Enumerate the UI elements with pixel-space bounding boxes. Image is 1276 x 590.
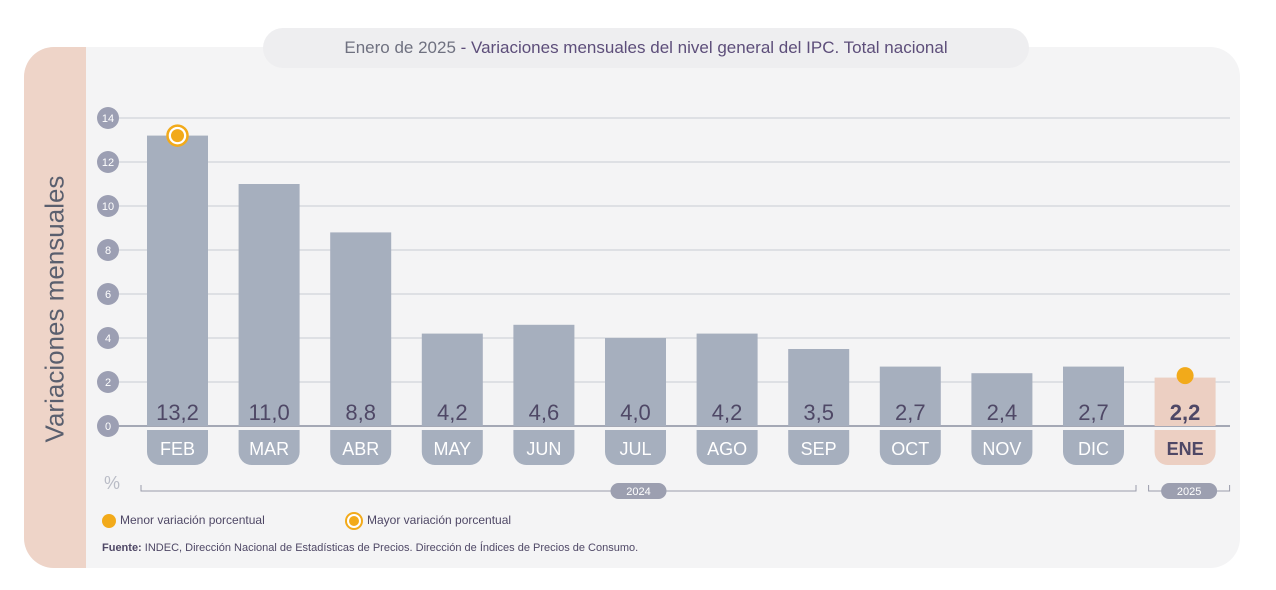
category-pill [1154,430,1216,465]
y-tick-label: 12 [102,157,114,169]
y-tick-bubble [97,283,119,305]
year-label: 2025 [1177,486,1201,498]
y-axis-side-panel: Variaciones mensuales [24,47,86,568]
x-tick-label: SEP [801,439,837,459]
data-label: 8,8 [345,400,376,425]
x-tick-label: JUL [619,439,651,459]
legend-min: Menor variación porcentual [102,513,265,528]
min-marker-dot [1176,367,1194,385]
year-label: 2024 [626,486,650,498]
category-pill [421,430,483,465]
bar [788,349,850,426]
x-tick-label: MAR [249,439,289,459]
title-separator: - [455,38,472,57]
data-label: 11,0 [249,400,290,425]
y-tick-bubble [97,239,119,261]
y-tick-bubble [97,415,119,437]
x-tick-label: JUN [526,439,561,459]
data-label: 4,2 [437,400,468,425]
x-tick-label: ABR [342,439,379,459]
x-tick-label: AGO [707,439,747,459]
y-tick-label: 10 [102,201,114,213]
data-label: 2,7 [1078,400,1109,425]
data-label: 4,2 [712,400,743,425]
chart-card: Variaciones mensuales [24,47,1240,568]
x-tick-label: MAY [433,439,471,459]
title-date: Enero de 2025 [344,38,456,57]
max-marker-dot [171,129,184,143]
bar [513,324,575,426]
data-label: 4,0 [620,400,651,425]
x-tick-label: ENE [1167,439,1204,459]
y-tick-label: 14 [102,113,114,125]
title-text: Variaciones mensuales del nivel general … [471,38,948,57]
category-pill [330,430,392,465]
bar [238,184,300,426]
y-tick-label: 4 [105,333,111,345]
category-pill [1063,430,1124,465]
x-tick-label: OCT [891,439,929,459]
data-label: 2,7 [895,400,926,425]
x-tick-label: NOV [982,439,1021,459]
bar [605,338,666,426]
data-label: 2,2 [1170,400,1201,425]
y-tick-bubble [97,371,119,393]
y-tick-bubble [97,151,119,173]
bar [971,373,1033,426]
category-pill [696,430,758,465]
x-tick-label: FEB [160,439,195,459]
y-tick-bubble [97,107,119,129]
bar [879,366,941,426]
bar [421,333,483,426]
bar [330,232,392,426]
y-unit-label: % [104,473,120,493]
data-label: 4,6 [529,400,560,425]
chart-title: Enero de 2025 - Variaciones mensuales de… [263,28,1029,68]
category-pill [605,430,666,465]
bar [696,333,758,426]
y-tick-label: 8 [105,245,111,257]
legend-min-label: Menor variación porcentual [120,513,265,527]
bar [1154,377,1216,426]
legend-max: Mayor variación porcentual [345,513,511,528]
y-tick-bubble [97,195,119,217]
year-pill [610,483,667,499]
max-marker-icon [347,513,361,528]
bar [147,135,208,426]
data-label: 2,4 [987,400,1018,425]
source-label: Fuente: [102,542,142,554]
category-pill [238,430,300,465]
source-text: INDEC, Dirección Nacional de Estadística… [144,542,639,554]
y-tick-label: 0 [105,421,111,433]
year-pill [1161,483,1218,499]
data-label: 3,5 [803,400,834,425]
category-pill [971,430,1033,465]
y-tick-label: 2 [105,377,111,389]
category-pill [879,430,941,465]
category-pill [147,430,208,465]
source-note: Fuente: INDEC, Dirección Nacional de Est… [102,542,638,554]
data-label: 13,2 [156,400,199,425]
category-pill [513,430,575,465]
y-tick-bubble [97,327,119,349]
y-tick-label: 6 [105,289,111,301]
x-tick-label: DIC [1078,439,1109,459]
bar [1063,366,1124,426]
legend-max-label: Mayor variación porcentual [367,513,512,527]
category-pill [788,430,850,465]
min-marker-icon [102,513,116,528]
